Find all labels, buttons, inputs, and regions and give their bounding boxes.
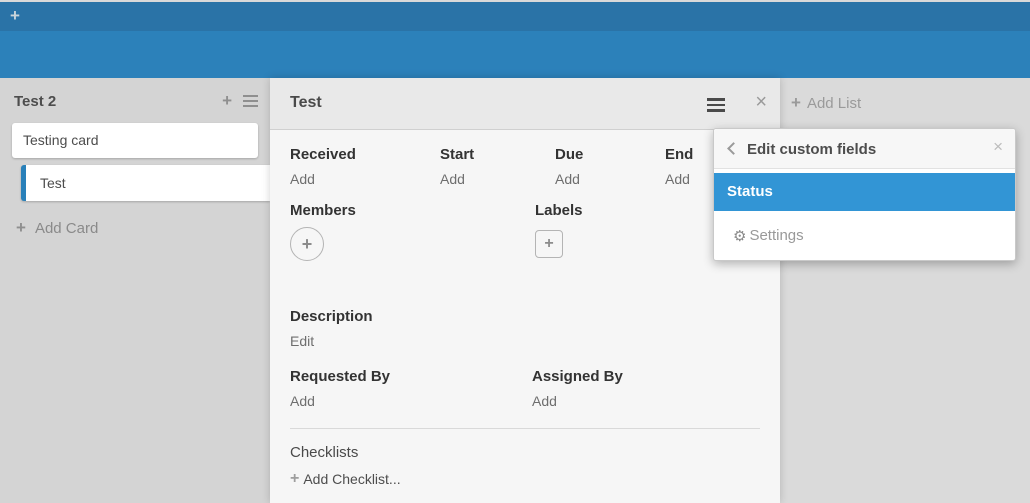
plus-icon: + [16,218,26,237]
people-row: Requested By Add Assigned By Add [290,368,760,411]
end-add-link[interactable]: Add [665,171,690,187]
checklists-label: Checklists [290,444,359,461]
card-detail-title: Test [290,94,322,111]
section-divider [290,428,760,429]
back-chevron-icon[interactable] [727,142,740,155]
received-add-link[interactable]: Add [290,171,315,187]
card-detail-panel: Test × Received Add Start Add Due Add [270,78,780,503]
description-edit-link[interactable]: Edit [290,333,315,349]
date-field-due: Due Add [555,146,665,189]
card-detail-body: Received Add Start Add Due Add End Add [270,130,780,488]
description-section: Description Edit [290,308,760,351]
minicard-test-selected[interactable]: Test [21,165,270,201]
assigned-by-label: Assigned By [532,368,623,385]
add-card-button[interactable]: + Add Card [16,218,270,238]
plus-icon: + [791,93,801,112]
plus-icon: + [544,235,554,252]
add-list-button[interactable]: + Add List [791,93,861,113]
popup-title: Edit custom fields [747,141,877,158]
navbar-add-board-icon[interactable]: + [10,6,20,25]
board-canvas: Test 2 + Testing card Test + Add Card Te… [0,78,1030,503]
add-checklist-button[interactable]: + Add Checklist... [290,470,760,488]
assigned-by-add-link[interactable]: Add [532,393,557,409]
popup-settings-button[interactable]: ⚙ Settings [714,211,1015,260]
minicard-title: Test [40,175,66,191]
labels-label: Labels [535,202,583,219]
card-dates-row: Received Add Start Add Due Add End Add [290,146,760,189]
plus-icon: + [301,233,313,254]
card-close-icon[interactable]: × [755,91,767,113]
field-label: Start [440,146,475,163]
members-labels-row: Members + Labels + [290,202,760,261]
date-field-start: Start Add [440,146,555,189]
settings-label: Settings [749,227,804,244]
assigned-by-section: Assigned By Add [532,368,760,411]
field-label: End [665,146,694,163]
due-add-link[interactable]: Add [555,171,580,187]
app-navbar: + [0,0,1030,31]
edit-custom-fields-popup: Edit custom fields × Status ⚙ Settings [713,128,1016,261]
date-field-received: Received Add [290,146,440,189]
minicard-title: Testing card [23,132,99,148]
card-detail-header: Test × [270,78,780,130]
add-list-label: Add List [806,94,862,112]
list-title: Test 2 [14,93,57,110]
field-label: Due [555,146,584,163]
list-test-2: Test 2 + Testing card Test + Add Card [0,78,270,503]
list-menu-icon[interactable] [243,95,258,107]
list-header: Test 2 + [0,78,270,123]
gear-icon: ⚙ [733,227,747,245]
add-member-button[interactable]: + [290,227,324,261]
add-card-label: Add Card [34,219,99,237]
board-header-bar [0,31,1030,78]
checklists-section: Checklists + Add Checklist... [290,444,760,488]
requested-by-section: Requested By Add [290,368,532,411]
field-label: Received [290,146,356,163]
add-checklist-label: Add Checklist... [303,471,401,487]
description-label: Description [290,308,373,325]
popup-close-icon[interactable]: × [993,137,1003,156]
requested-by-add-link[interactable]: Add [290,393,315,409]
labels-section: Labels + [535,202,760,261]
members-label: Members [290,202,356,219]
card-menu-icon[interactable] [707,98,725,112]
plus-icon: + [290,470,300,487]
custom-field-label: Status [727,183,773,200]
minicard-testing-card[interactable]: Testing card [12,123,258,158]
custom-field-item-status[interactable]: Status [714,173,1015,211]
start-add-link[interactable]: Add [440,171,465,187]
date-field-end: End Add [665,146,760,189]
popup-header: Edit custom fields × [714,129,1015,169]
list-add-card-icon[interactable]: + [222,91,232,110]
add-label-button[interactable]: + [535,230,563,258]
requested-by-label: Requested By [290,368,391,385]
members-section: Members + [290,202,535,261]
